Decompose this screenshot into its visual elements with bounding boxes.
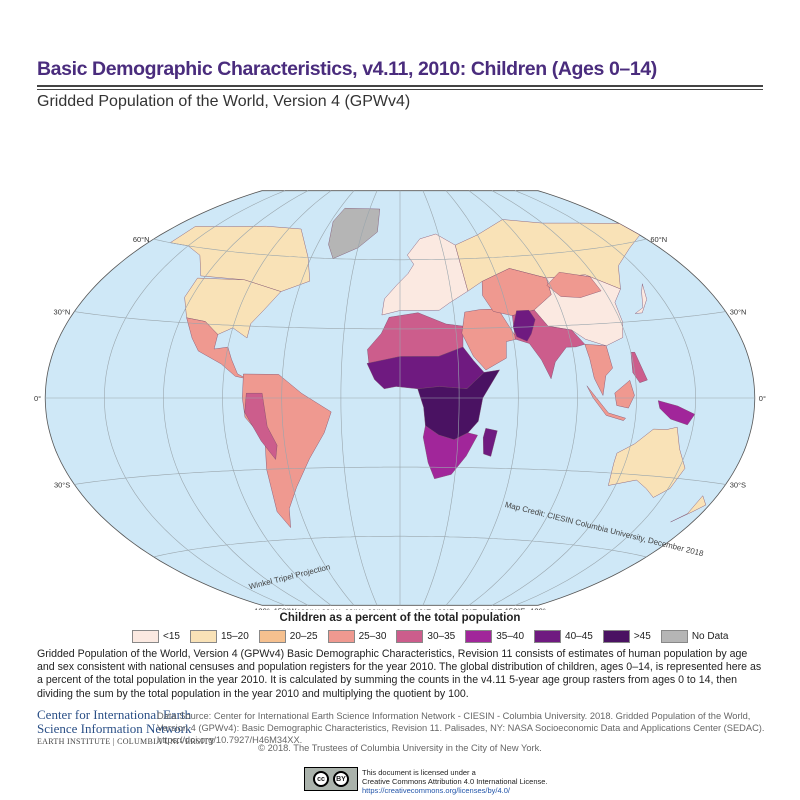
land-region-usa <box>184 277 282 339</box>
attribution-person-icon: BY <box>333 771 349 787</box>
latitude-label-left: 30°S <box>54 480 70 489</box>
legend-label: 15–20 <box>220 631 249 642</box>
longitude-label: 90°E <box>461 607 477 610</box>
latitude-label-left: 0° <box>34 394 41 403</box>
legend-swatch <box>327 630 355 643</box>
longitude-label: 120°W <box>297 607 321 610</box>
legend-swatch <box>396 630 424 643</box>
meridian-line <box>222 190 332 606</box>
longitude-label: 120°E <box>482 607 503 610</box>
land-region-mexico-central-america <box>186 317 248 379</box>
meridian-line <box>468 190 578 606</box>
meridian-line <box>422 190 460 606</box>
legend-item: 15–20 <box>189 630 249 643</box>
meridian-line <box>491 190 637 606</box>
land-region-papua <box>658 400 695 426</box>
latitude-label-left: 30°N <box>54 308 71 317</box>
legend-item: 20–25 <box>258 630 318 643</box>
logo-line-3: EARTH INSTITUTE | COLUMBIA UNIVERSITY <box>37 737 215 746</box>
legend-item: 25–30 <box>327 630 387 643</box>
land-region-borneo <box>614 380 635 409</box>
logo-line-1: Center for International Earth <box>37 707 192 722</box>
legend-swatch <box>534 630 562 643</box>
land-region-europe <box>381 233 469 316</box>
land-region-southeast-asia <box>584 344 613 396</box>
legend-item: No Data <box>660 630 729 643</box>
legend-item: >45 <box>602 630 651 643</box>
cc-icon: cc <box>313 771 329 787</box>
longitude-label: 150°E <box>505 606 526 610</box>
legend-label: >45 <box>633 631 651 642</box>
legend-swatch <box>660 630 688 643</box>
longitude-label: 180° <box>530 606 546 610</box>
land-region-japan <box>635 283 647 314</box>
map-title: Basic Demographic Characteristics, v4.11… <box>37 58 657 80</box>
legend-label: No Data <box>691 631 729 642</box>
latitude-label-left: 60°N <box>133 235 150 244</box>
legend-swatch <box>602 630 630 643</box>
meridian-line <box>514 190 696 606</box>
latitude-label-right: 60°N <box>650 235 667 244</box>
legend-item: 35–40 <box>465 630 524 643</box>
legend-swatch <box>465 630 493 643</box>
meridian-line <box>281 190 355 606</box>
logo-line-2: Science Information Network <box>37 721 192 736</box>
legend-swatch <box>132 630 159 643</box>
ciesin-logo: Center for International Earth Science I… <box>37 707 215 747</box>
legend-label: 25–30 <box>358 631 387 642</box>
title-rule <box>37 85 763 87</box>
land-region-greenland <box>328 208 380 259</box>
legend-title: Children as a percent of the total popul… <box>279 612 521 624</box>
title-rule-thin <box>37 89 763 90</box>
longitude-label: 30°E <box>415 607 431 610</box>
legend-swatch <box>189 630 217 643</box>
license-line-2: Creative Commons Attribution 4.0 Interna… <box>362 777 548 786</box>
land-region-andes-high <box>244 393 278 460</box>
legend-label: 20–25 <box>289 631 318 642</box>
legend-item: 40–45 <box>534 630 593 643</box>
land-region-southern-africa <box>423 425 478 479</box>
legend-label: 35–40 <box>496 631 525 642</box>
longitude-label: 60°E <box>438 607 454 610</box>
copyright: © 2018. The Trustees of Columbia Univers… <box>258 743 542 753</box>
meridian-line <box>340 190 378 606</box>
legend-label: 40–45 <box>565 631 593 642</box>
longitude-label: 60°W <box>345 607 364 610</box>
license-line-1: This document is licensed under a <box>362 768 476 777</box>
legend-label: 30–35 <box>427 631 456 642</box>
legend-label: <15 <box>163 631 180 642</box>
longitude-label: 150°W <box>274 606 298 610</box>
latitude-label-right: 30°S <box>730 480 746 489</box>
license-text: This document is licensed under a Creati… <box>362 768 548 795</box>
map-subtitle: Gridded Population of the World, Version… <box>37 93 411 110</box>
map-description: Gridded Population of the World, Version… <box>37 648 762 700</box>
data-source: Data Source: Center for International Ea… <box>157 711 765 745</box>
latitude-label-right: 0° <box>759 394 766 403</box>
legend-swatch <box>258 630 286 643</box>
land-region-new-zealand <box>670 495 706 523</box>
legend-item: <15 <box>132 630 180 643</box>
land-region-madagascar <box>483 428 498 457</box>
meridian-line <box>163 190 309 606</box>
longitude-label: 90°W <box>322 607 341 610</box>
legend-item: 30–35 <box>396 630 455 643</box>
longitude-label: 30°W <box>368 607 387 610</box>
longitude-label: 180° <box>254 606 270 610</box>
land-region-mongolia <box>546 272 602 298</box>
land-region-middle-east <box>461 308 518 371</box>
latitude-label-right: 30°N <box>730 308 747 317</box>
longitude-label: 0° <box>396 607 403 610</box>
meridian-line <box>104 190 286 606</box>
world-map: 60°N60°N30°N30°N0°0°30°S30°S180°150°W120… <box>34 190 766 610</box>
legend: <15 15–20 20–25 25–30 30–35 35–40 40–45 >45 No D… <box>132 630 739 643</box>
license-link[interactable]: https://creativecommons.org/licenses/by/… <box>362 786 510 795</box>
cc-license-badge[interactable]: cc BY <box>304 767 358 791</box>
meridian-line <box>445 190 519 606</box>
